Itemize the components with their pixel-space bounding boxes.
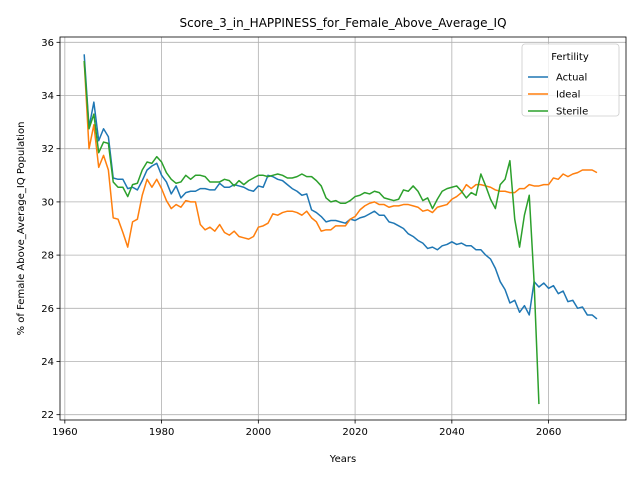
y-axis-ticks: 22 24 26 28 30 32 34 36: [41, 38, 60, 421]
legend-box: [521, 43, 620, 117]
y-tick-label: 22: [41, 410, 54, 421]
x-tick-label: 2040: [439, 427, 464, 438]
y-tick-label: 28: [41, 251, 54, 262]
x-axis-ticks: 1960 1980 2000 2020 2040 2060: [52, 420, 561, 438]
x-tick-label: 2020: [342, 427, 367, 438]
y-axis-label: % of Female Above_Average_IQ Population: [16, 122, 27, 336]
legend-label-actual: Actual: [556, 73, 587, 84]
series-line-ideal: [83, 60, 598, 248]
series-line-actual: [83, 54, 598, 320]
chart-title: Score_3_in_HAPPINESS_for_Female_Above_Av…: [179, 16, 506, 30]
y-tick-label: 30: [41, 197, 54, 208]
legend-title: Fertility: [551, 52, 589, 63]
y-tick-label: 34: [41, 91, 54, 102]
legend: Fertility Actual Ideal Sterile: [521, 43, 620, 118]
x-tick-label: 2060: [536, 427, 561, 438]
series-lines: [83, 54, 598, 405]
y-tick-label: 32: [41, 144, 54, 155]
x-tick-label: 2000: [246, 427, 271, 438]
y-tick-label: 26: [41, 304, 54, 315]
series-line-sterile: [83, 60, 540, 405]
legend-label-ideal: Ideal: [556, 90, 580, 101]
legend-label-sterile: Sterile: [556, 107, 588, 118]
plot-frame: [59, 36, 627, 421]
x-tick-label: 1980: [149, 427, 174, 438]
y-tick-label: 36: [41, 38, 54, 49]
legend-items: Actual Ideal Sterile: [528, 73, 588, 118]
x-axis-label: Years: [329, 454, 356, 465]
y-tick-label: 24: [41, 357, 54, 368]
x-tick-label: 1960: [52, 427, 77, 438]
